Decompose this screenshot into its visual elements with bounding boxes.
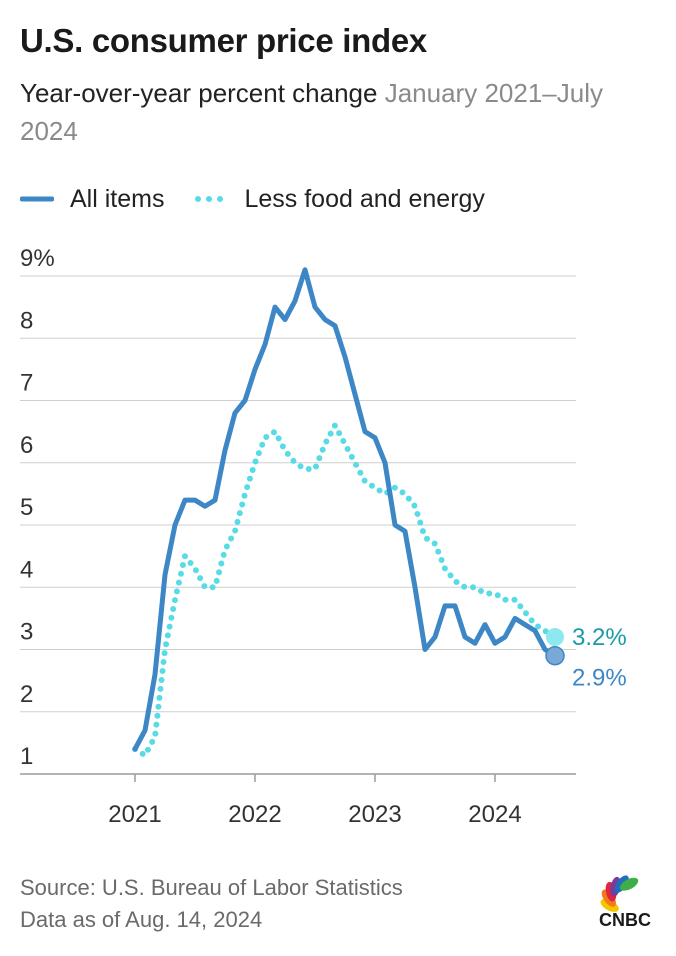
logo-text: CNBC bbox=[599, 910, 651, 930]
cnbc-logo: CNBC bbox=[599, 875, 651, 930]
y-tick-label: 2 bbox=[20, 681, 33, 708]
chart-subtitle: Year-over-year percent change January 20… bbox=[20, 74, 620, 150]
y-tick-label: 9% bbox=[20, 245, 55, 272]
end-point-all-items bbox=[545, 645, 565, 666]
x-tick-label: 2023 bbox=[348, 801, 401, 828]
chart-legend: All items Less food and energy bbox=[20, 182, 515, 216]
x-tick-label: 2021 bbox=[108, 801, 161, 828]
legend-label-all-items: All items bbox=[70, 184, 165, 213]
end-label-all-items: 2.9% bbox=[572, 665, 627, 692]
legend-swatch-solid bbox=[20, 196, 54, 202]
y-tick-label: 5 bbox=[20, 494, 33, 521]
chart-title: U.S. consumer price index bbox=[20, 22, 427, 59]
y-tick-label: 7 bbox=[20, 370, 33, 397]
subtitle-main: Year-over-year percent change bbox=[20, 78, 378, 108]
legend-item-core: Less food and energy bbox=[194, 184, 485, 214]
legend-swatch-dotted bbox=[195, 196, 228, 202]
legend-label-core: Less food and energy bbox=[244, 184, 485, 213]
y-tick-label: 3 bbox=[20, 619, 33, 646]
y-tick-label: 8 bbox=[20, 307, 33, 334]
chart-footer: Source: U.S. Bureau of Labor Statistics … bbox=[20, 872, 403, 936]
legend-item-all-items: All items bbox=[20, 185, 164, 214]
line-chart: 9% 8 7 6 5 4 3 2 1 2021 2022 2023 2024 3.2% 2.9% bbox=[20, 245, 627, 828]
end-label-less-food-energy: 3.2% bbox=[572, 624, 627, 651]
x-tick-label: 2024 bbox=[468, 801, 521, 828]
end-point-less-food-energy bbox=[546, 628, 564, 647]
y-tick-label: 4 bbox=[20, 556, 33, 583]
nbc-peacock-icon bbox=[600, 875, 639, 912]
y-tick-label: 6 bbox=[20, 432, 33, 459]
y-tick-label: 1 bbox=[20, 743, 33, 770]
source-note: Source: U.S. Bureau of Labor Statistics bbox=[20, 875, 403, 900]
series-line-less-food-energy bbox=[132, 422, 558, 759]
series-line-all-items bbox=[132, 267, 558, 752]
subtitle-range: January 2021–July 2024 bbox=[20, 78, 603, 146]
data-date-note: Data as of Aug. 14, 2024 bbox=[20, 907, 263, 932]
x-tick-label: 2022 bbox=[228, 801, 281, 828]
